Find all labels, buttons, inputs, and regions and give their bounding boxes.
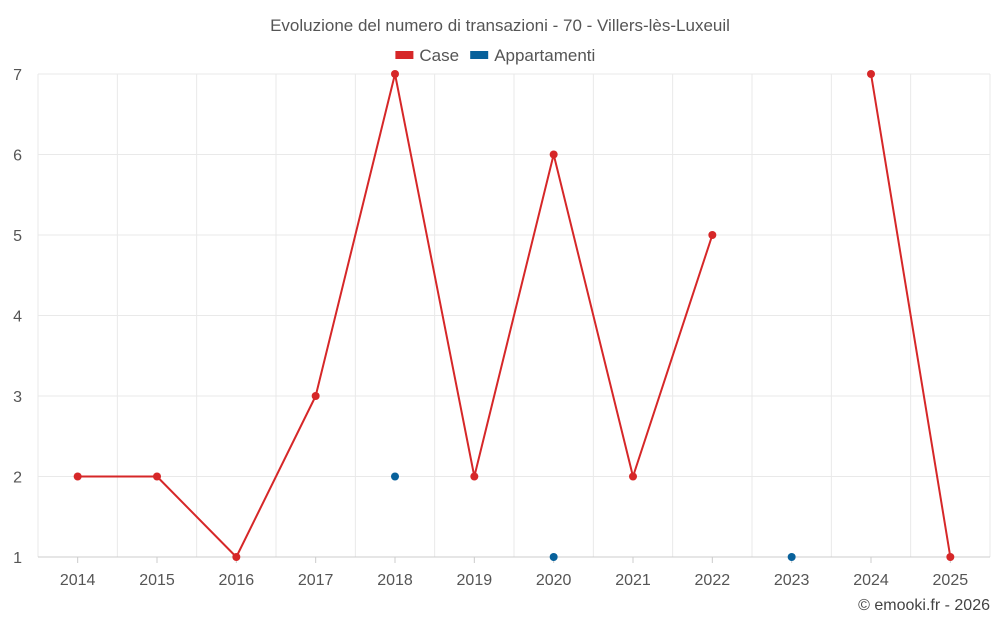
y-axis: 1 2 3 4 5 6 7 bbox=[13, 67, 22, 567]
data-point-case[interactable] bbox=[549, 150, 558, 159]
y-tick-label: 7 bbox=[13, 67, 22, 84]
data-point-case[interactable] bbox=[391, 70, 399, 78]
data-point-appartamenti[interactable] bbox=[787, 553, 796, 561]
data-point-case[interactable] bbox=[867, 70, 875, 78]
data-point-case[interactable] bbox=[629, 472, 637, 481]
legend-label-case: Case bbox=[419, 46, 459, 65]
series-appartamenti bbox=[391, 472, 796, 561]
x-axis: 2014 2015 2016 2017 2018 2019 2020 2021 2022 2023… bbox=[38, 556, 990, 589]
y-tick-label: 4 bbox=[13, 309, 22, 326]
data-point-case[interactable] bbox=[946, 553, 955, 561]
credit-text: © emooki.fr - 2026 bbox=[858, 597, 990, 614]
data-point-case[interactable] bbox=[470, 472, 479, 481]
data-point-case[interactable] bbox=[708, 231, 717, 239]
x-tick-label: 2019 bbox=[457, 572, 493, 589]
legend-item-case[interactable]: Case bbox=[395, 46, 459, 65]
data-point-case[interactable] bbox=[232, 553, 241, 561]
series-line-case bbox=[870, 73, 952, 558]
y-tick-label: 3 bbox=[13, 389, 22, 406]
x-tick-label: 2023 bbox=[774, 572, 810, 589]
x-tick-label: 2018 bbox=[377, 572, 413, 589]
legend-swatch-case bbox=[395, 51, 414, 59]
chart-title: Evoluzione del numero di transazioni - 7… bbox=[270, 16, 730, 35]
data-point-case[interactable] bbox=[73, 472, 82, 481]
x-tick-label: 2017 bbox=[298, 572, 334, 589]
x-tick-label: 2025 bbox=[933, 572, 969, 589]
legend-swatch-appartamenti bbox=[470, 51, 489, 59]
legend-item-appartamenti[interactable]: Appartamenti bbox=[470, 46, 595, 65]
y-tick-label: 5 bbox=[13, 228, 22, 245]
x-tick-label: 2020 bbox=[536, 572, 572, 589]
y-tick-label: 2 bbox=[13, 470, 22, 487]
x-tick-label: 2022 bbox=[695, 572, 731, 589]
series-case bbox=[73, 70, 955, 561]
legend-label-appartamenti: Appartamenti bbox=[494, 46, 595, 65]
x-tick-label: 2016 bbox=[219, 572, 255, 589]
data-point-appartamenti[interactable] bbox=[391, 472, 399, 481]
y-tick-label: 6 bbox=[13, 148, 22, 165]
x-tick-label: 2015 bbox=[139, 572, 175, 589]
series-layer bbox=[73, 70, 955, 561]
x-tick-label: 2014 bbox=[60, 572, 96, 589]
x-tick-label: 2024 bbox=[853, 572, 889, 589]
legend[interactable]: Case Appartamenti bbox=[395, 46, 595, 65]
data-point-case[interactable] bbox=[153, 472, 161, 481]
data-point-appartamenti[interactable] bbox=[549, 553, 558, 561]
data-point-case[interactable] bbox=[311, 392, 320, 400]
x-tick-label: 2021 bbox=[615, 572, 651, 589]
y-tick-label: 1 bbox=[13, 550, 22, 567]
